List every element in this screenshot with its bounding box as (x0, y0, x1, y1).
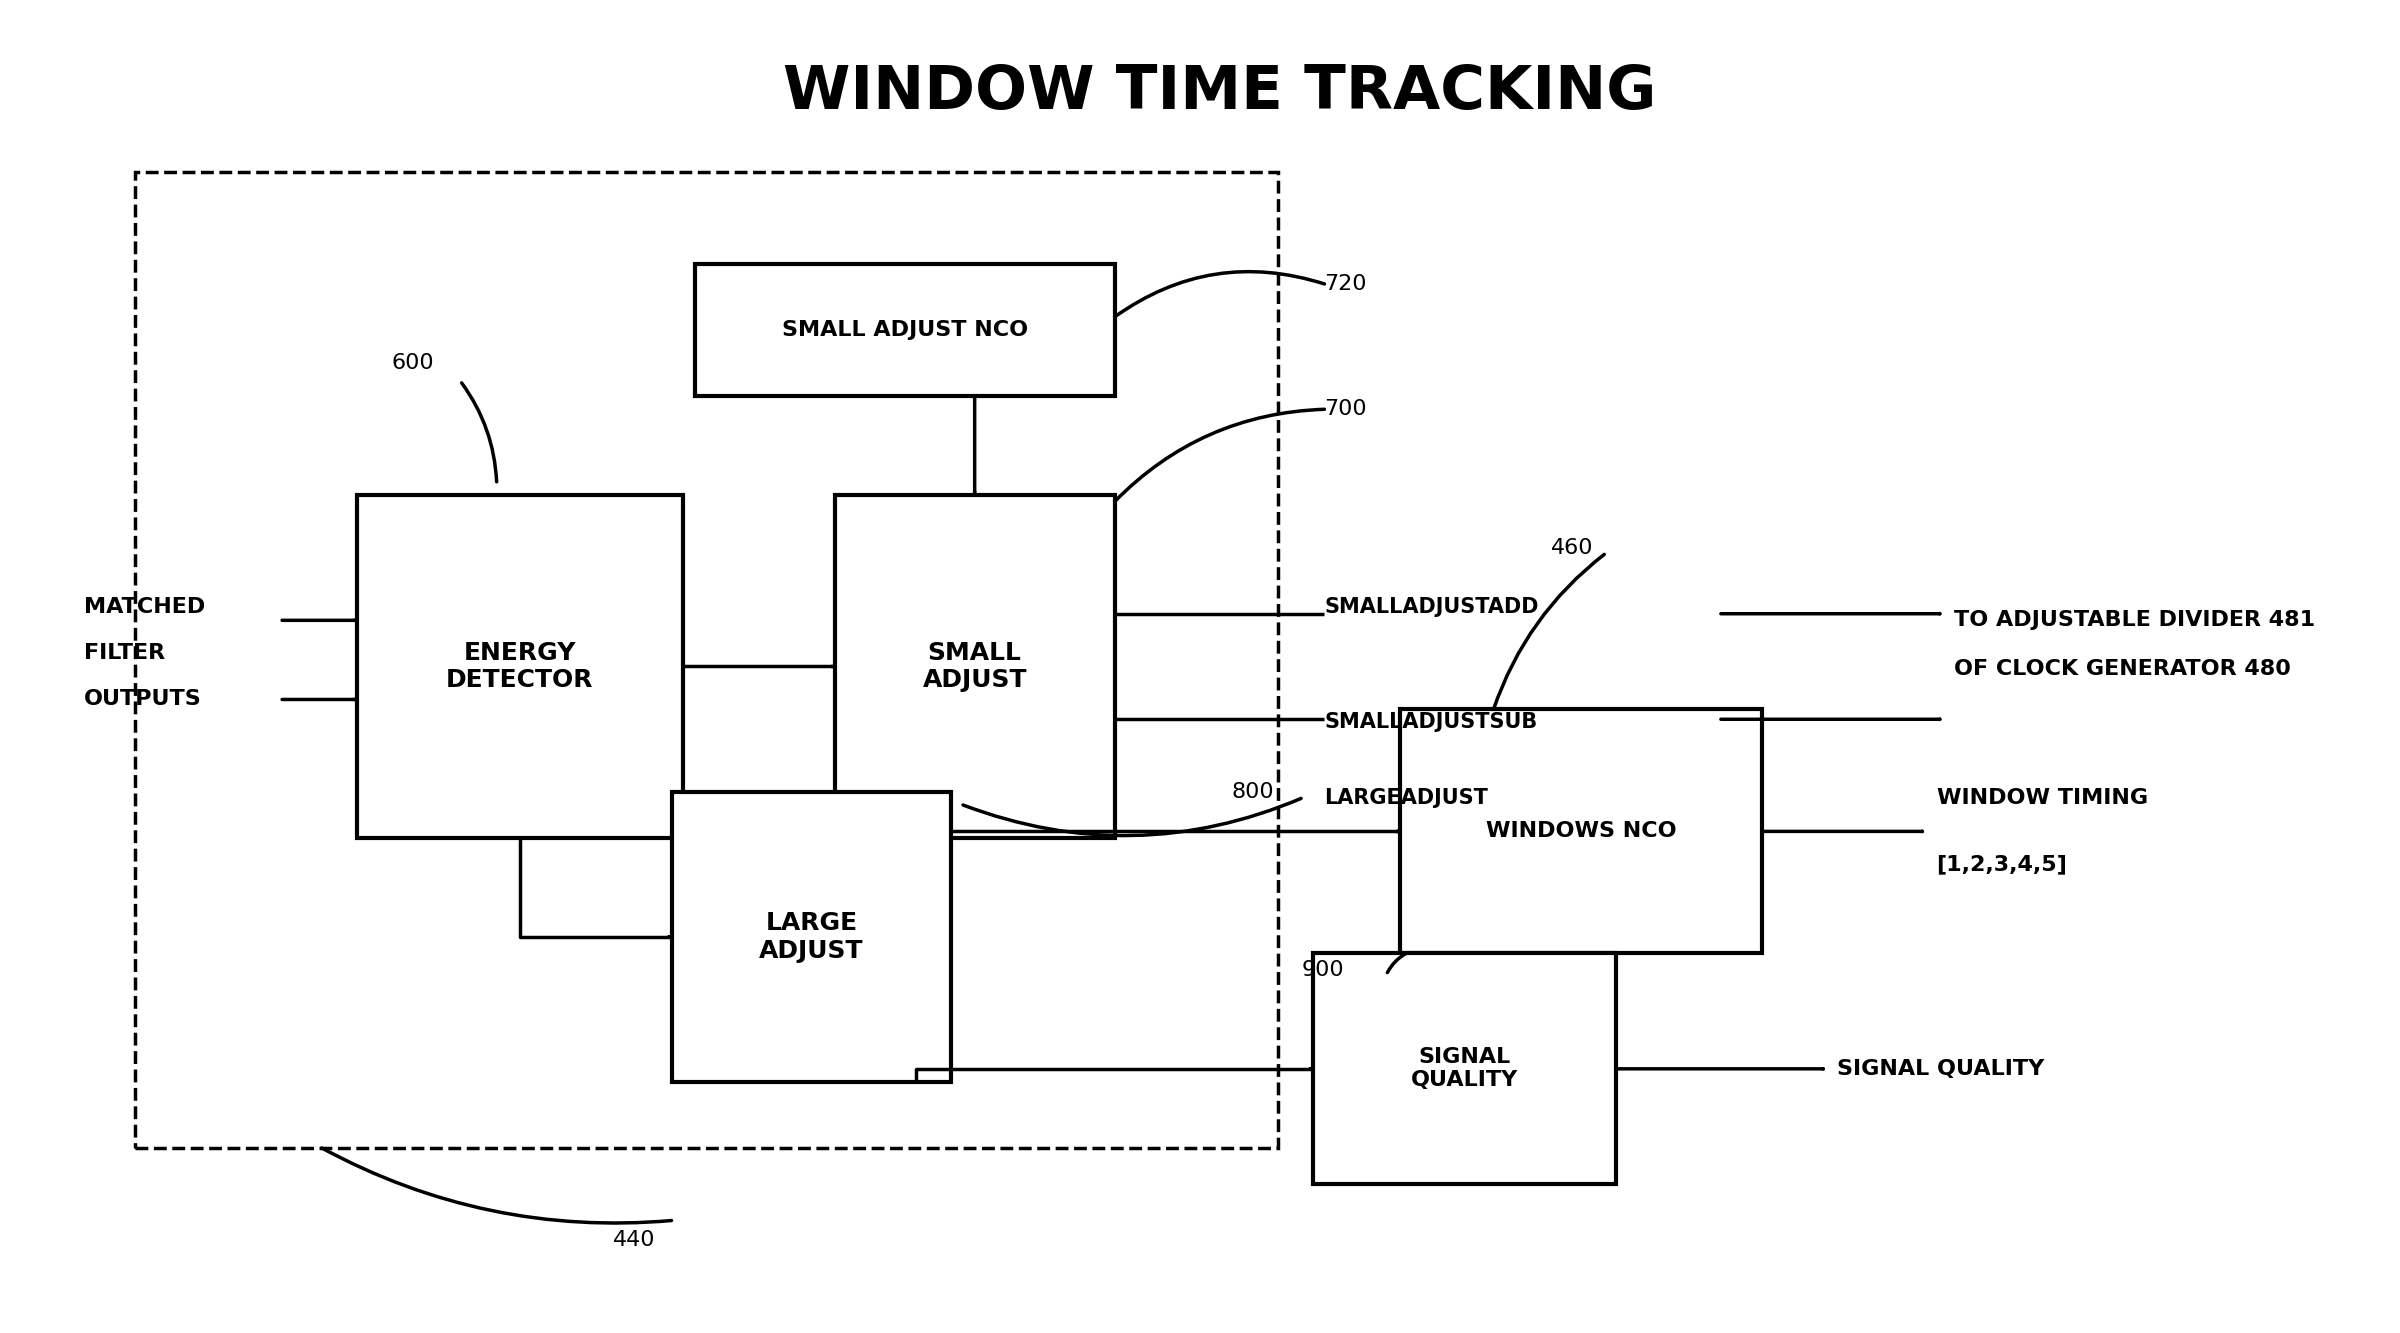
Text: WINDOW TIMING: WINDOW TIMING (1937, 788, 2148, 808)
Text: OUTPUTS: OUTPUTS (84, 689, 202, 709)
Bar (835, 495, 1114, 838)
Text: SIGNAL
QUALITY: SIGNAL QUALITY (1411, 1048, 1517, 1090)
Bar (696, 264, 1114, 396)
Bar (1313, 953, 1615, 1184)
Text: 900: 900 (1301, 960, 1344, 980)
Text: OF CLOCK GENERATOR 480: OF CLOCK GENERATOR 480 (1954, 659, 2292, 678)
Text: 720: 720 (1325, 275, 1368, 295)
Text: 600: 600 (391, 353, 434, 373)
Text: TO ADJUSTABLE DIVIDER 481: TO ADJUSTABLE DIVIDER 481 (1954, 611, 2316, 631)
Text: WINDOWS NCO: WINDOWS NCO (1486, 821, 1675, 841)
Text: 800: 800 (1231, 782, 1274, 802)
Text: FILTER: FILTER (84, 644, 166, 664)
Bar (134, 172, 1277, 1148)
Text: 460: 460 (1550, 537, 1594, 557)
Bar (1399, 709, 1762, 953)
Text: 700: 700 (1325, 400, 1368, 420)
Text: SMALL ADJUST NCO: SMALL ADJUST NCO (782, 320, 1027, 340)
Text: LARGEADJUST: LARGEADJUST (1325, 788, 1488, 808)
Text: SMALL
ADJUST: SMALL ADJUST (922, 641, 1027, 692)
Bar (358, 495, 684, 838)
Text: SMALLADJUSTADD: SMALLADJUSTADD (1325, 597, 1538, 617)
Bar (672, 792, 950, 1082)
Text: LARGE
ADJUST: LARGE ADJUST (758, 910, 864, 962)
Text: ENERGY
DETECTOR: ENERGY DETECTOR (446, 641, 593, 692)
Text: 440: 440 (614, 1230, 655, 1250)
Text: WINDOW TIME TRACKING: WINDOW TIME TRACKING (782, 63, 1656, 123)
Text: SIGNAL QUALITY: SIGNAL QUALITY (1838, 1058, 2045, 1078)
Text: SMALLADJUSTSUB: SMALLADJUSTSUB (1325, 712, 1538, 732)
Text: MATCHED: MATCHED (84, 597, 204, 617)
Text: [1,2,3,4,5]: [1,2,3,4,5] (1937, 854, 2066, 874)
